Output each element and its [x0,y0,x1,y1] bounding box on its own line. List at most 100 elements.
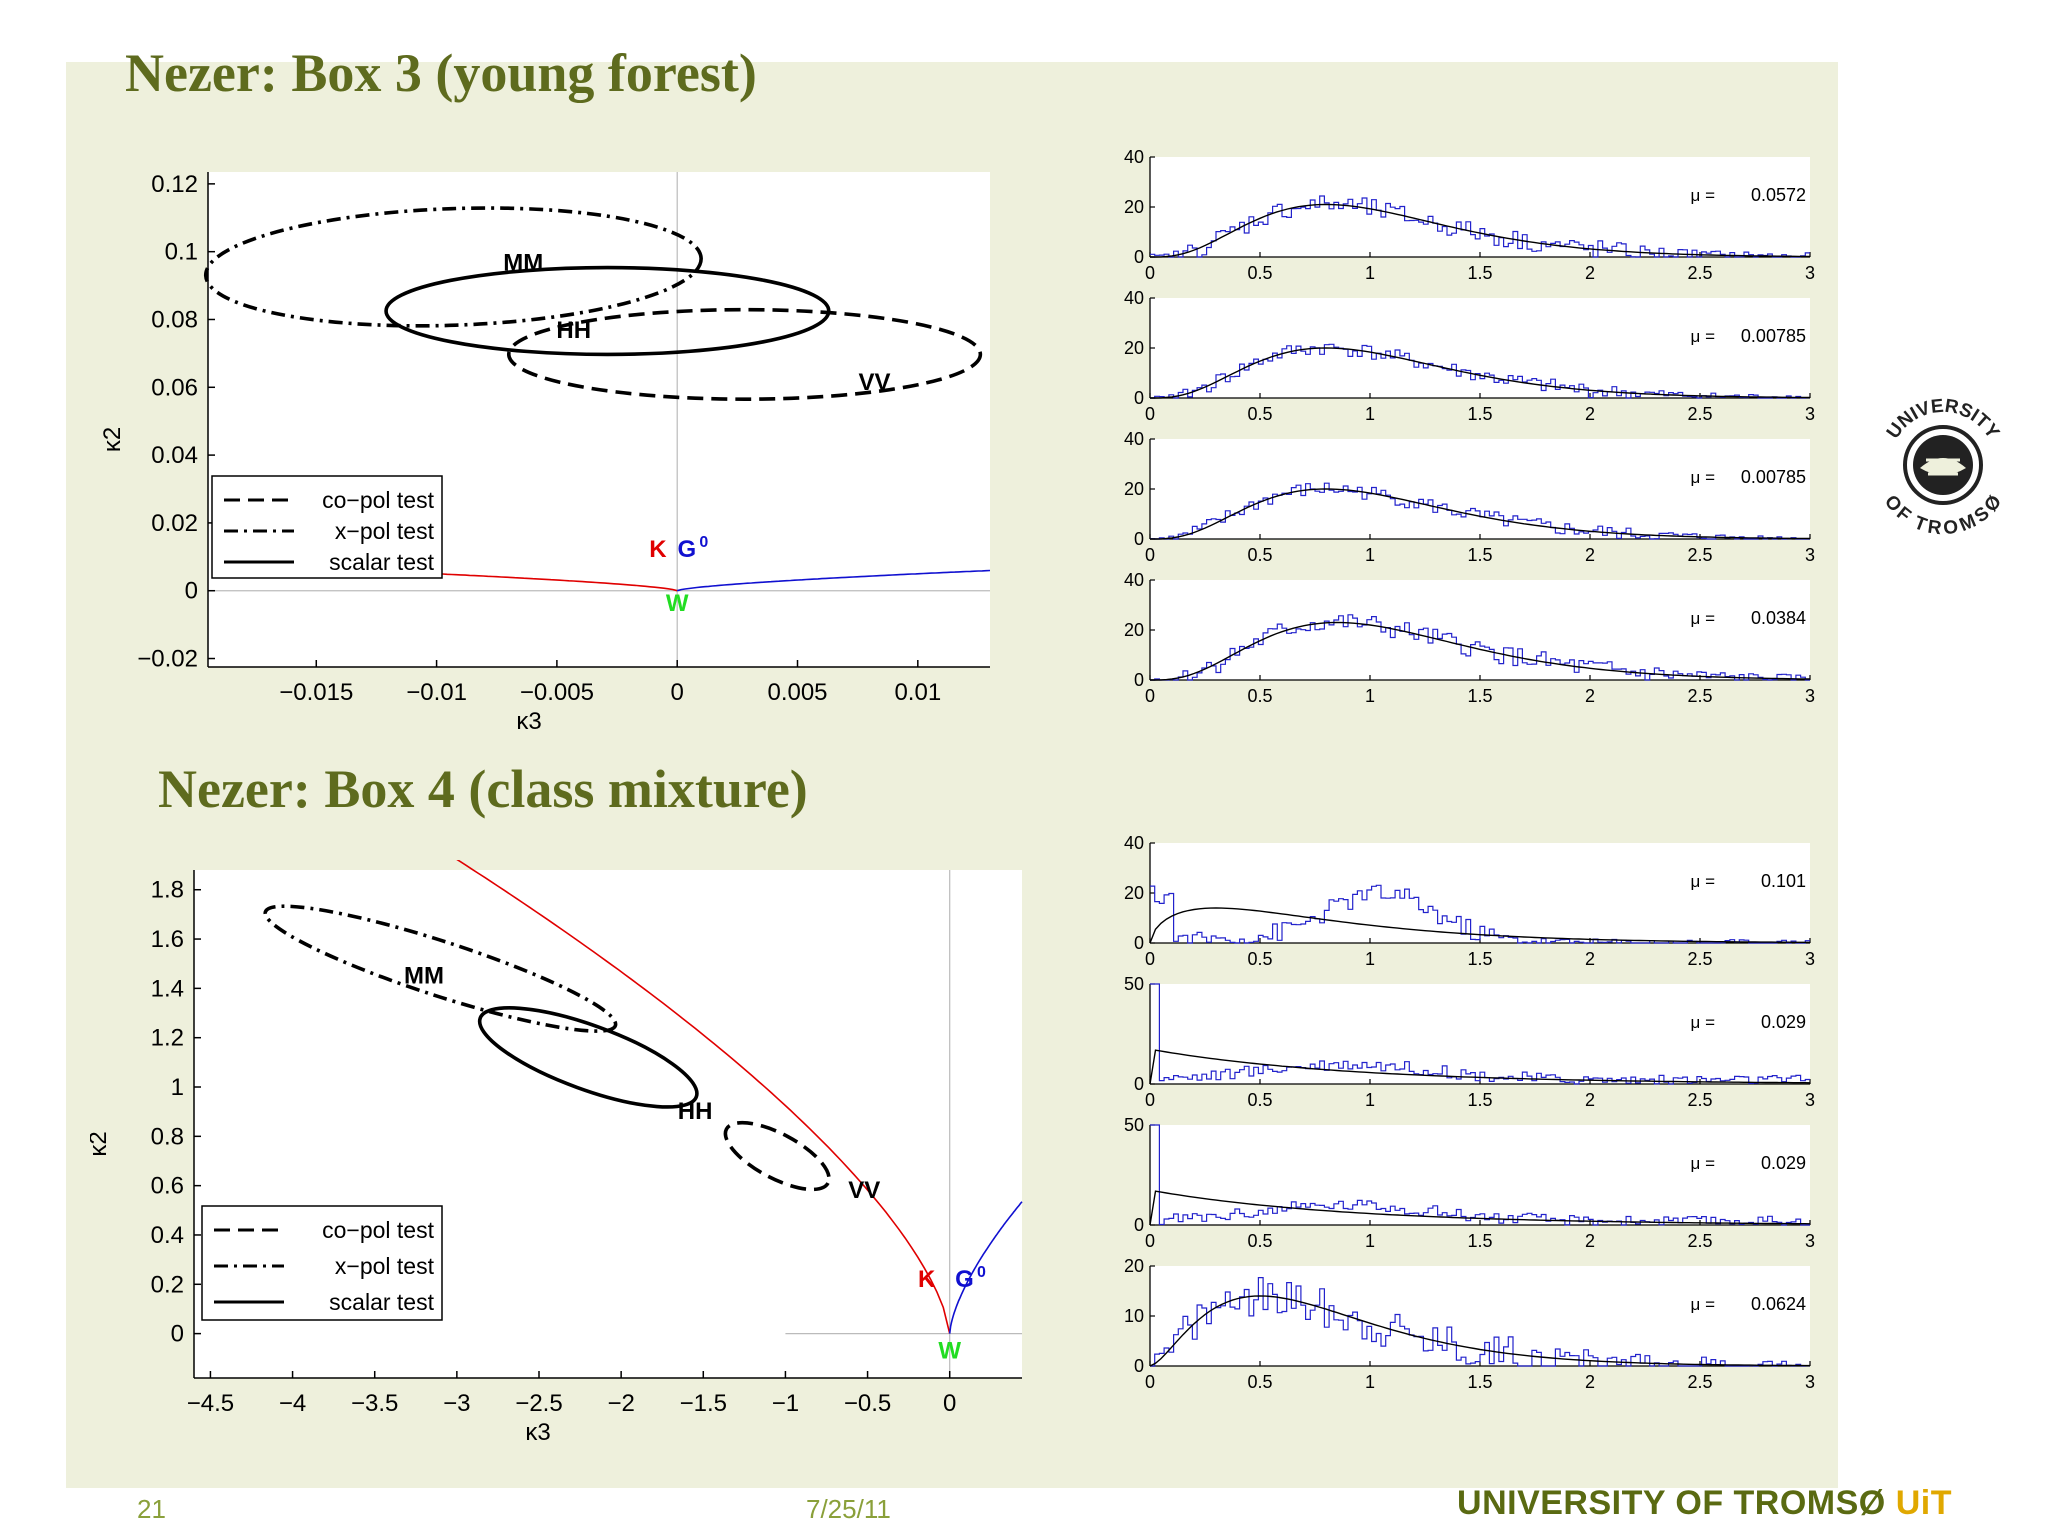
university-name: UNIVERSITY OF TROMSØ [1457,1484,1886,1522]
ellipse-co-pol-VV [723,1120,831,1192]
mu-label: μ = [1691,609,1716,628]
hist-y-tick-label: 20 [1124,197,1144,217]
hist-x-tick-label: 1.5 [1467,263,1492,283]
hist-x-tick-label: 0.5 [1247,1231,1272,1251]
fit-curve [1149,907,1811,944]
histogram-bars [1150,343,1810,399]
curve-G0 [676,569,991,592]
mu-value: 0.0572 [1751,185,1806,205]
hist-y-tick-label: 40 [1124,147,1144,167]
hist-panel-bg [1150,298,1810,398]
hist-x-tick-label: 0 [1145,404,1155,424]
hist-x-tick-label: 3 [1805,263,1815,283]
hist-y-tick-label: 20 [1124,1256,1144,1276]
hist-y-tick-label: 0 [1134,1074,1144,1094]
hist-x-tick-label: 2.5 [1687,1090,1712,1110]
hist-x-tick-label: 2 [1585,404,1595,424]
mu-label: μ = [1691,468,1716,487]
k2-k3-chart-box3: −0.015 −0.01 −0.005 0 0.005 0.01 −0.02 0 0.02 0.0… [99,171,991,735]
fit-curve [1149,1295,1810,1367]
y-tick-label: −0.02 [137,646,198,673]
hist-x-tick-label: 2 [1585,263,1595,283]
x-tick-label: −0.5 [844,1390,891,1417]
x-tick-label: 0.01 [894,679,941,706]
hist-y-tick-label: 20 [1124,338,1144,358]
hist-y-tick-label: 50 [1124,1115,1144,1135]
hist-x-tick-label: 0.5 [1247,263,1272,283]
fit-curve [1149,1190,1811,1226]
slide-date: 7/25/11 [806,1494,891,1524]
hist-x-tick-label: 2.5 [1687,263,1712,283]
hist-x-tick-label: 1 [1365,263,1375,283]
hist-x-tick-label: 0 [1145,545,1155,565]
histogram-bars [1150,1124,1810,1226]
histogram-bars [1150,1277,1810,1367]
hist-y-tick-label: 0 [1134,247,1144,267]
ellipse-scalar-HH [384,265,831,357]
y-tick-label: 0.08 [151,306,198,333]
plot-area [208,172,990,667]
y-tick-label: 0.2 [151,1271,184,1298]
hist-x-tick-label: 0.5 [1247,949,1272,969]
hist-x-tick-label: 1.5 [1467,1090,1492,1110]
x-tick-label: 0 [671,679,684,706]
hist-x-tick-label: 1.5 [1467,545,1492,565]
hist-y-tick-label: 20 [1124,479,1144,499]
y-tick-label: 0.02 [151,510,198,537]
hist-x-tick-label: 0 [1145,263,1155,283]
hist-y-tick-label: 0 [1134,670,1144,690]
curve-K [456,860,951,1334]
mu-value: 0.00785 [1741,326,1806,346]
hist-y-tick-label: 40 [1124,835,1144,853]
seal-text-bottom: OF TROMSØ [1880,492,2006,540]
y-tick-label: 0.8 [151,1123,184,1150]
histogram-bars [1150,614,1810,681]
hist-x-tick-label: 0 [1145,949,1155,969]
hist-y-tick-label: 40 [1124,570,1144,590]
hist-panel-bg [1150,984,1810,1084]
x-tick-label: −0.005 [520,679,594,706]
uit-logo: UiT [1895,1484,1952,1522]
hist-x-tick-label: 2 [1585,949,1595,969]
x-tick-label: −1 [772,1390,799,1417]
curve-G0 [948,1201,1023,1334]
hist-x-tick-label: 2.5 [1687,545,1712,565]
fit-curve [1150,621,1811,681]
x-tick-label: 0 [943,1390,956,1417]
y-tick-label: 0.4 [151,1222,184,1249]
mu-value: 0.029 [1761,1012,1806,1032]
ellipse-scalar-HH [477,1006,699,1109]
hist-x-tick-label: 1 [1365,1372,1375,1392]
x-tick-label: −2.5 [515,1390,562,1417]
mu-value: 0.0384 [1751,608,1806,628]
y-tick-label: 0.6 [151,1173,184,1200]
hist-x-tick-label: 2 [1585,545,1595,565]
mu-label: μ = [1691,872,1716,891]
hist-x-tick-label: 3 [1805,686,1815,706]
hist-x-tick-label: 1 [1365,545,1375,565]
hist-x-tick-label: 0 [1145,1372,1155,1392]
hist-x-tick-label: 0 [1145,1090,1155,1110]
hist-x-tick-label: 1.5 [1467,1372,1492,1392]
x-axis-label: κ3 [525,1419,550,1446]
hist-x-tick-label: 2 [1585,1372,1595,1392]
hist-x-tick-label: 1.5 [1467,1231,1492,1251]
hist-x-tick-label: 3 [1805,1090,1815,1110]
y-tick-label: 1 [171,1074,184,1101]
point-label-MM: MM [404,962,444,989]
mu-label: μ = [1691,1154,1716,1173]
point-label-W: W [938,1337,961,1364]
mu-value: 0.0624 [1751,1294,1806,1314]
hist-x-tick-label: 0 [1145,686,1155,706]
x-tick-label: −1.5 [680,1390,727,1417]
university-wordmark: UNIVERSITY OF TROMSØ UiT [1457,1484,1952,1523]
mu-label: μ = [1691,186,1716,205]
mu-value: 0.101 [1761,871,1806,891]
y-tick-label: 0 [185,578,198,605]
hist-y-tick-label: 10 [1124,1306,1144,1326]
hist-x-tick-label: 0.5 [1247,1090,1272,1110]
y-tick-label: 1.8 [151,877,184,904]
hist-y-tick-label: 40 [1124,288,1144,308]
